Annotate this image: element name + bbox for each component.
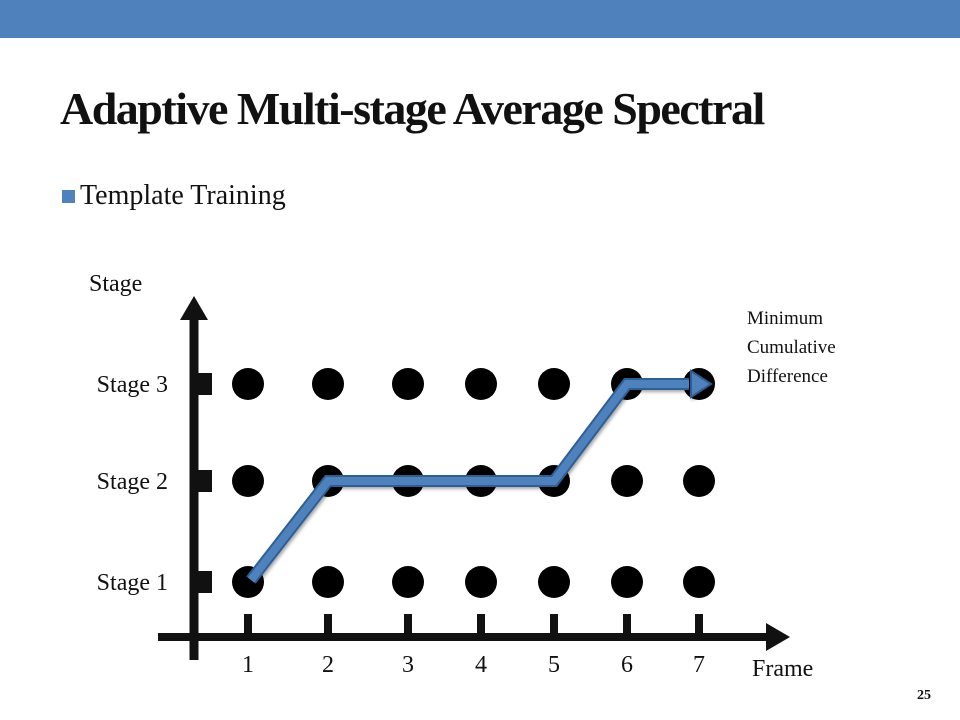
x-tick-label: 5 <box>548 652 560 678</box>
x-tick-mark <box>477 614 485 633</box>
y-tick-label: Stage 3 <box>97 372 168 398</box>
y-axis-arrowhead-icon <box>180 296 208 320</box>
x-tick-mark <box>244 614 252 633</box>
grid-dot <box>683 465 715 497</box>
x-tick-label: 4 <box>475 652 487 678</box>
y-tick-mark <box>198 571 212 593</box>
x-tick-mark <box>324 614 332 633</box>
grid-dot <box>465 368 497 400</box>
grid-dot <box>392 368 424 400</box>
x-tick-label: 2 <box>322 652 334 678</box>
grid-dot <box>465 566 497 598</box>
grid-dot <box>611 465 643 497</box>
grid-dot <box>312 566 344 598</box>
slide-title: Adaptive Multi-stage Average Spectral <box>60 83 765 134</box>
note-line: Minimum <box>747 308 824 329</box>
bullet-item: Template Training <box>62 178 286 214</box>
page-number: 25 <box>917 688 931 703</box>
grid-dot <box>312 368 344 400</box>
y-tick-label: Stage 1 <box>97 570 168 596</box>
grid-dot <box>392 566 424 598</box>
grid-dot <box>232 465 264 497</box>
top-accent-bar <box>0 0 960 38</box>
note-line: Cumulative <box>747 337 836 358</box>
x-tick-mark <box>623 614 631 633</box>
x-tick-mark <box>695 614 703 633</box>
minimum-cumulative-difference-note: Minimum Cumulative Difference <box>747 304 836 391</box>
x-axis-arrowhead-icon <box>766 623 790 651</box>
x-tick-label: 6 <box>621 652 633 678</box>
y-tick-mark <box>198 373 212 395</box>
grid-dot <box>538 368 570 400</box>
path-line <box>247 380 689 583</box>
x-tick-label: 1 <box>242 652 254 678</box>
path-arrowhead-icon <box>690 369 713 399</box>
y-axis-title: Stage <box>89 271 142 297</box>
grid-dot <box>232 368 264 400</box>
grid-dot <box>538 566 570 598</box>
x-tick-mark <box>404 614 412 633</box>
x-tick-label: 7 <box>693 652 705 678</box>
note-line: Difference <box>747 366 828 387</box>
y-tick-mark <box>198 470 212 492</box>
y-tick-label: Stage 2 <box>97 469 168 495</box>
bullet-text: Template Training <box>80 180 286 211</box>
square-bullet-icon <box>62 189 75 203</box>
grid-dot <box>683 566 715 598</box>
x-tick-mark <box>550 614 558 633</box>
x-axis-title: Frame <box>752 656 813 682</box>
x-tick-label: 3 <box>402 652 414 678</box>
minimum-path <box>246 369 713 584</box>
grid-dot <box>611 566 643 598</box>
